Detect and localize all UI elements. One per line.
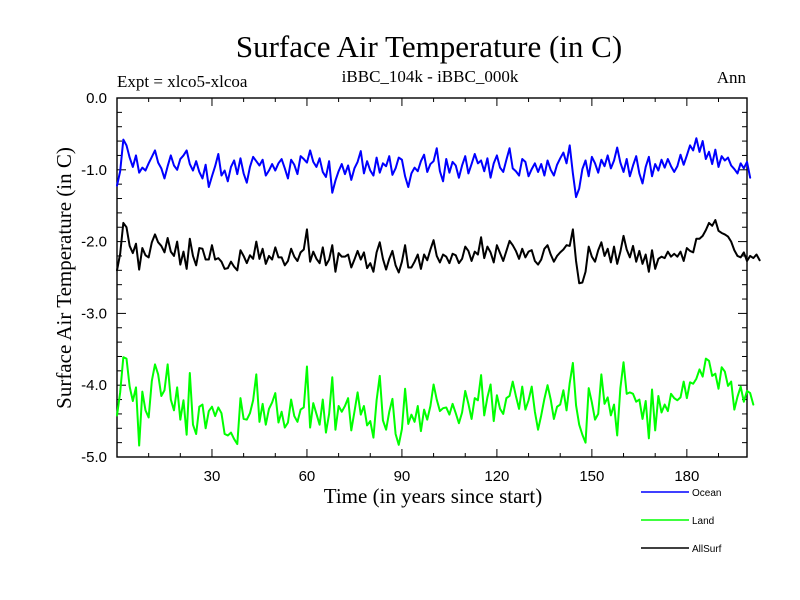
- plot-frame: [116, 97, 748, 458]
- x-tick-label: 180: [674, 468, 699, 485]
- series-lines: [116, 137, 761, 447]
- y-tick-label: -4.0: [81, 377, 107, 394]
- legend-label-ocean: Ocean: [692, 488, 721, 499]
- legend-label-allsurf: AllSurf: [692, 544, 722, 555]
- x-tick-label: 90: [394, 468, 411, 485]
- y-tick-label: 0.0: [86, 90, 107, 107]
- x-axis-label: Time (in years since start): [324, 484, 543, 508]
- plot-area: 30 60 90 120 150 180 0.0 -1.0 -2.0 -3.0 -4.0 -5.0: [81, 90, 761, 485]
- series-line-allsurf: [116, 219, 761, 285]
- x-tick-label: 30: [204, 468, 221, 485]
- legend-label-land: Land: [692, 516, 714, 527]
- x-tick-label: 120: [484, 468, 509, 485]
- y-axis-label: Surface Air Temperature (in C): [52, 147, 76, 409]
- series-line-ocean: [116, 137, 752, 199]
- x-tick-label: 60: [299, 468, 316, 485]
- x-tick-label: 150: [579, 468, 604, 485]
- chart-title: Surface Air Temperature (in C): [236, 29, 622, 64]
- y-tick-label: -3.0: [81, 305, 107, 322]
- y-tick-label: -1.0: [81, 162, 107, 179]
- y-tick-label: -2.0: [81, 234, 107, 251]
- series-line-land: [116, 356, 755, 447]
- axis-ticks: 30 60 90 120 150 180 0.0 -1.0 -2.0 -3.0 -4.0 -5.0: [81, 90, 747, 485]
- legend: Ocean Land AllSurf: [641, 488, 722, 555]
- experiment-label: Expt = xlco5-xlcoa: [117, 72, 248, 91]
- y-tick-label: -5.0: [81, 449, 107, 466]
- comparison-label: iBBC_104k - iBBC_000k: [342, 67, 519, 86]
- period-label: Ann: [717, 68, 747, 87]
